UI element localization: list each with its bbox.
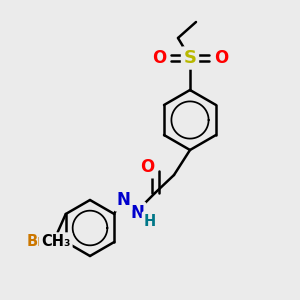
Text: S: S [184, 49, 196, 67]
Text: O: O [152, 49, 166, 67]
Text: Br: Br [27, 235, 45, 250]
Text: O: O [140, 158, 154, 176]
Text: O: O [214, 49, 228, 67]
Text: N: N [116, 191, 130, 209]
Text: N: N [130, 204, 144, 222]
Text: H: H [144, 214, 156, 229]
Text: CH₃: CH₃ [41, 235, 70, 250]
